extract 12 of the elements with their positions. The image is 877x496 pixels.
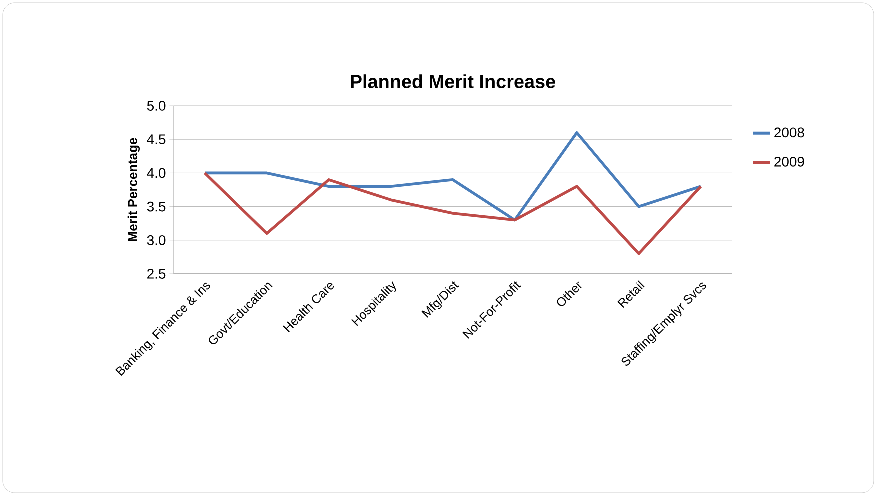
line-series (204, 131, 702, 222)
y-tick-label: 3.5 (147, 202, 166, 212)
y-tick-label: 5.0 (147, 101, 166, 111)
y-tick-label: 3.0 (147, 235, 166, 246)
legend-label: 2009 (774, 156, 804, 167)
y-axis-title: Merit Percentage (128, 138, 140, 242)
y-tick-label: 4.5 (147, 134, 166, 144)
chart-title: Planned Merit Increase (351, 74, 556, 89)
y-tick-label: 4.0 (147, 168, 166, 178)
line-series (204, 172, 702, 256)
legend-label: 2008 (774, 128, 804, 138)
y-tick-label: 2.5 (148, 269, 166, 279)
